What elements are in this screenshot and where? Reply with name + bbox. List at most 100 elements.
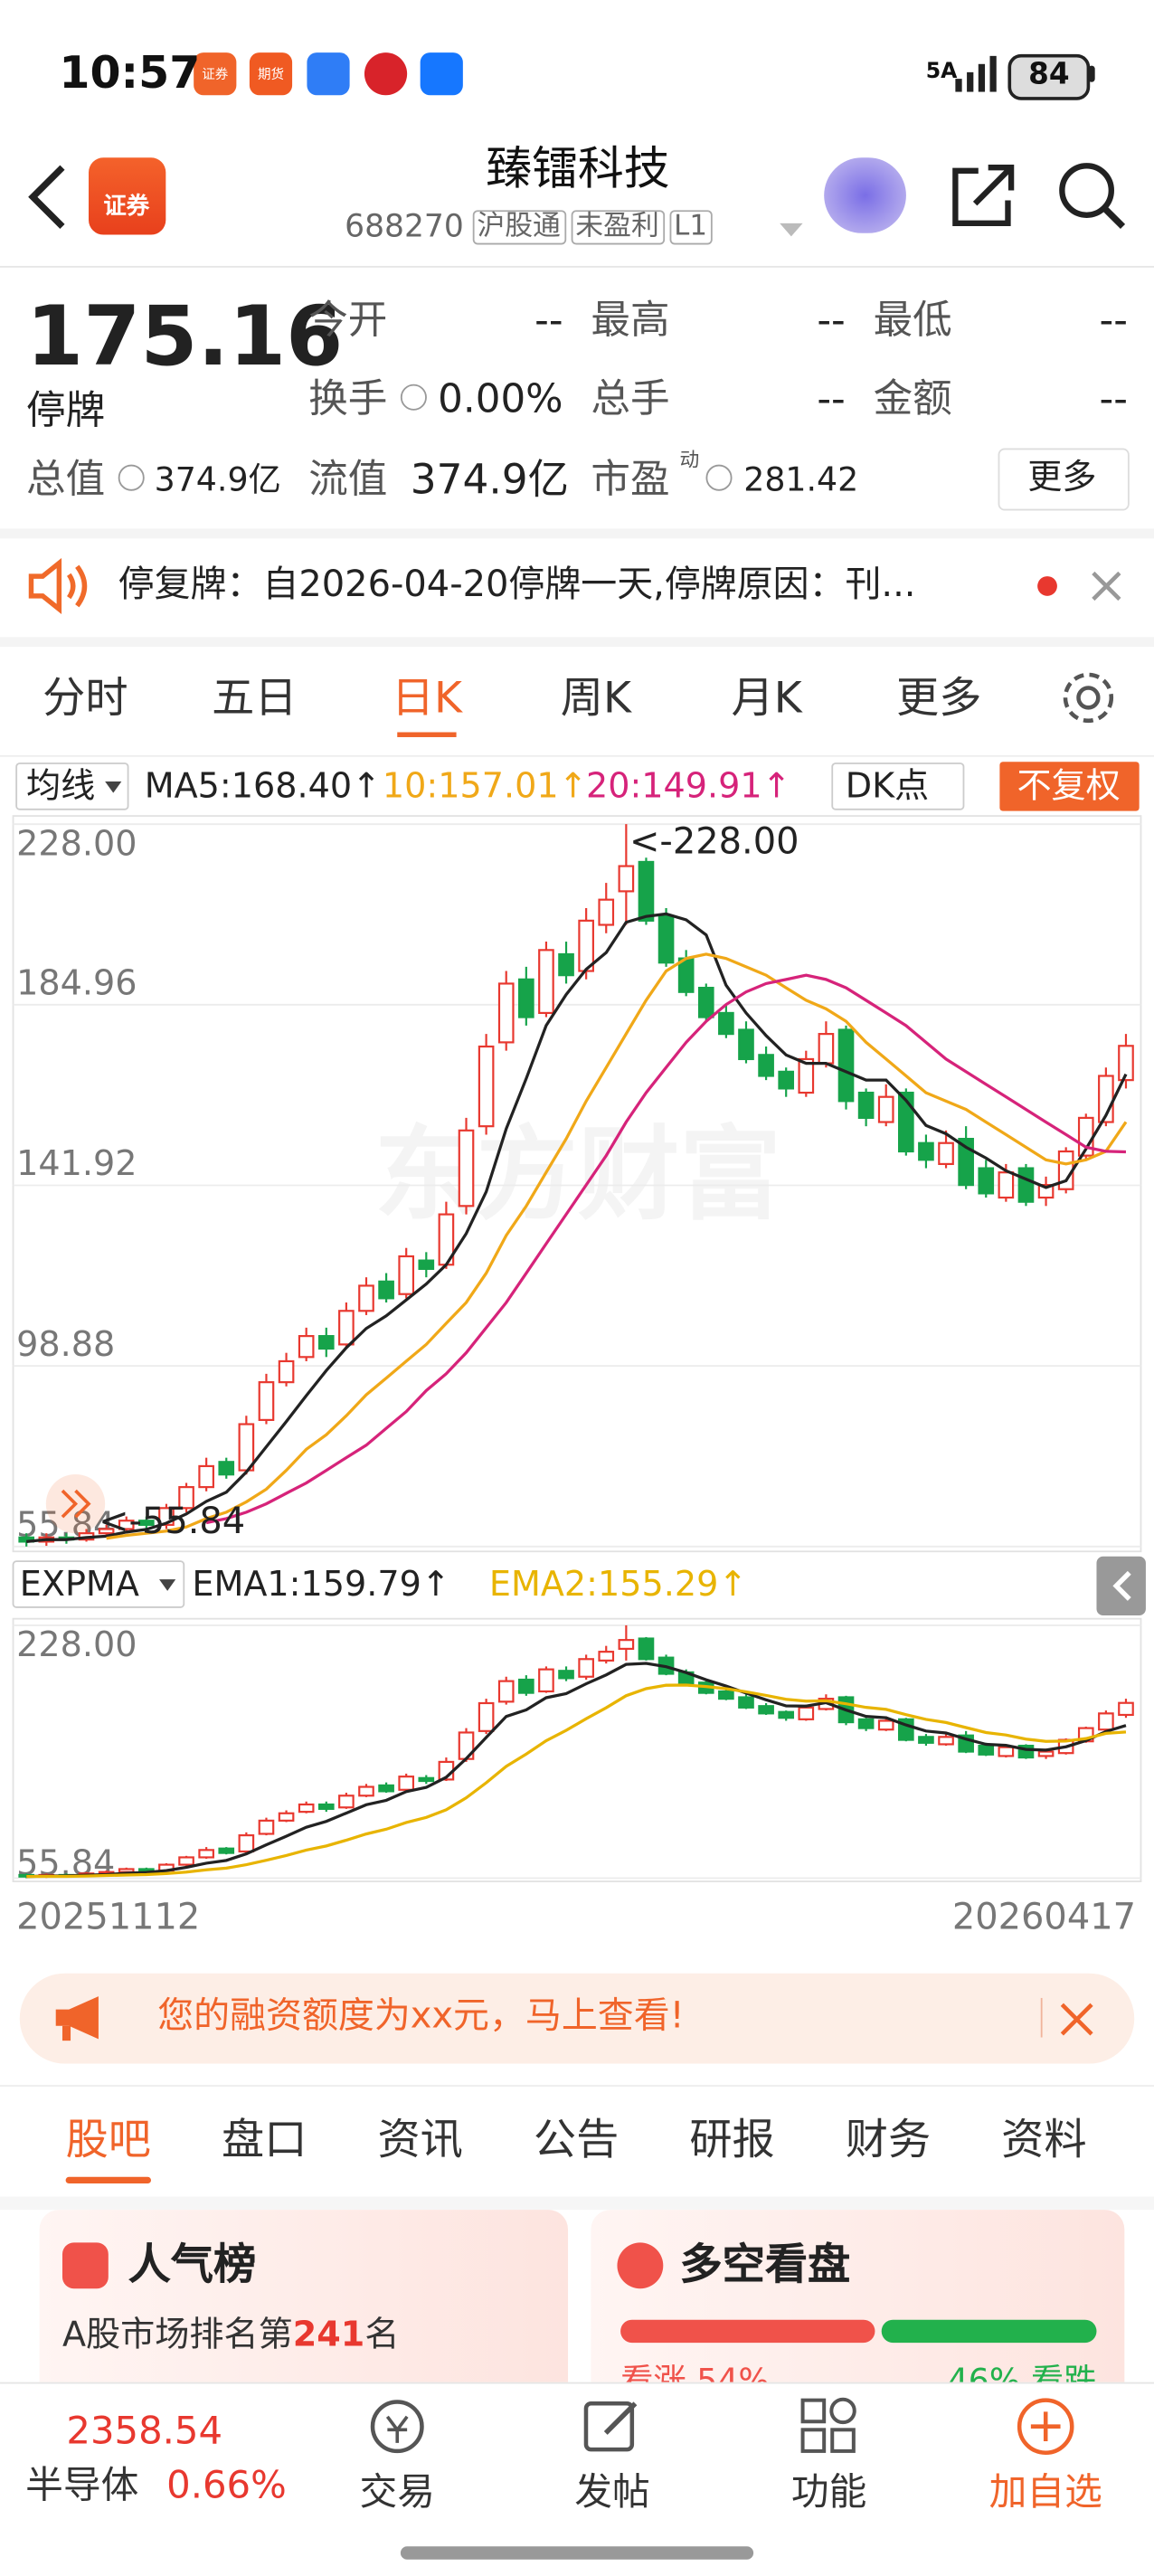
stock-tag: 未盈利 bbox=[570, 210, 665, 245]
main-body bbox=[857, 1091, 875, 1119]
nav-item[interactable]: 交易 bbox=[359, 2471, 435, 2514]
indicator-body bbox=[378, 1784, 394, 1793]
share-button[interactable] bbox=[949, 161, 1021, 230]
index-value: 2358.54 bbox=[66, 2410, 223, 2454]
post-icon[interactable] bbox=[580, 2393, 646, 2459]
section-tab[interactable]: 资讯 bbox=[377, 2116, 463, 2166]
main-body bbox=[837, 1028, 855, 1103]
legend-entry: EMA2:155.29↑ bbox=[489, 1564, 747, 1604]
main-body bbox=[877, 1095, 894, 1123]
info-icon[interactable] bbox=[705, 464, 733, 491]
clock: 10:57 bbox=[59, 48, 201, 99]
add-icon[interactable] bbox=[1013, 2393, 1079, 2459]
nav-item[interactable]: 发帖 bbox=[574, 2471, 650, 2514]
dk-button: DK点 bbox=[846, 766, 929, 806]
y-tick-label: 228.00 bbox=[16, 823, 137, 863]
signal-icon bbox=[955, 55, 997, 92]
indicator-body bbox=[758, 1705, 774, 1715]
sentiment-card[interactable] bbox=[591, 2210, 1125, 2407]
section-tab[interactable]: 财务 bbox=[845, 2116, 932, 2166]
selector-frame[interactable] bbox=[15, 762, 129, 810]
search-button[interactable] bbox=[1057, 161, 1130, 233]
period-tab[interactable]: 五日 bbox=[212, 674, 298, 724]
ad-text[interactable]: 您的融资额度为xx元，马上查看! bbox=[157, 1996, 685, 2038]
more-button[interactable]: 更多 bbox=[1027, 457, 1097, 497]
dk-frame[interactable] bbox=[831, 762, 965, 810]
main-body bbox=[758, 1054, 774, 1077]
main-body bbox=[677, 957, 695, 993]
indicator-body bbox=[598, 1651, 615, 1662]
section-tab[interactable]: 盘口 bbox=[222, 2116, 307, 2166]
legend-entry: MA5:168.40↑ bbox=[145, 766, 381, 806]
back-button[interactable] bbox=[23, 161, 71, 233]
indicator-body bbox=[578, 1658, 594, 1678]
field-label: 今开 bbox=[308, 297, 388, 344]
field-value: 0.00% bbox=[438, 375, 563, 422]
main-body bbox=[258, 1381, 275, 1421]
assistant-icon[interactable] bbox=[824, 157, 906, 233]
settings-button[interactable] bbox=[1059, 668, 1118, 727]
period-tab[interactable]: 月K bbox=[731, 674, 802, 724]
period-tab[interactable]: 周K bbox=[560, 674, 631, 724]
main-body bbox=[697, 986, 714, 1018]
indicator-body bbox=[178, 1856, 194, 1866]
info-icon[interactable] bbox=[118, 464, 145, 491]
section-tab[interactable]: 研报 bbox=[689, 2116, 775, 2166]
section-tab[interactable]: 股吧 bbox=[65, 2116, 152, 2166]
close-button[interactable] bbox=[1090, 570, 1122, 602]
high-annotation: <-228.00 bbox=[629, 820, 799, 862]
info-icon[interactable] bbox=[400, 384, 427, 411]
ma-selector: 均线 bbox=[26, 766, 95, 806]
main-body bbox=[558, 952, 574, 977]
app-icon bbox=[364, 52, 408, 96]
ma-line bbox=[26, 1683, 1127, 1879]
rank-rank-prefix: A股市场排名第 bbox=[61, 2315, 293, 2354]
main-body bbox=[458, 1129, 475, 1208]
main-body bbox=[538, 949, 554, 1015]
legend-entry: EMA1:159.79↑ bbox=[192, 1564, 449, 1604]
indicator-body bbox=[618, 1639, 635, 1650]
field-label: 最低 bbox=[873, 297, 952, 344]
selector-caret bbox=[159, 1579, 176, 1591]
main-body bbox=[898, 1091, 914, 1153]
nav-item[interactable]: 加自选 bbox=[988, 2471, 1102, 2514]
ad-banner[interactable] bbox=[19, 1973, 1135, 2064]
app-icon bbox=[194, 52, 237, 96]
divider bbox=[0, 2196, 1154, 2211]
kline-chart: 均线 DK点 不复权 EXPMA 东方财富 228.00 184.96 141.92 98.88… bbox=[12, 762, 1146, 1937]
divider bbox=[1040, 1997, 1043, 2038]
index-name: 半导体 bbox=[25, 2465, 139, 2508]
period-tab[interactable]: 更多 bbox=[896, 674, 982, 724]
battery bbox=[1007, 53, 1091, 100]
period-tab[interactable]: 日K bbox=[391, 674, 463, 724]
main-body bbox=[338, 1310, 355, 1346]
main-body bbox=[818, 1033, 835, 1065]
function-icon[interactable] bbox=[796, 2393, 862, 2459]
trade-icon[interactable] bbox=[364, 2393, 430, 2459]
period-tab[interactable]: 分时 bbox=[43, 674, 128, 724]
popularity-card[interactable] bbox=[39, 2210, 569, 2407]
field-label: 最高 bbox=[591, 297, 670, 344]
main-body bbox=[778, 1070, 795, 1090]
section-tab[interactable]: 公告 bbox=[533, 2116, 620, 2166]
indicator-frame bbox=[12, 1617, 1142, 1882]
section-tab[interactable]: 资料 bbox=[1001, 2116, 1087, 2166]
nav-item[interactable]: 功能 bbox=[790, 2471, 867, 2514]
indicator-selector-frame[interactable] bbox=[12, 1560, 185, 1608]
bear-bar bbox=[880, 2319, 1097, 2344]
main-body bbox=[497, 982, 515, 1044]
adjust-frame[interactable] bbox=[999, 762, 1140, 811]
main-body bbox=[718, 1011, 734, 1036]
close-button[interactable] bbox=[1059, 2002, 1095, 2038]
main-body bbox=[478, 1045, 495, 1128]
more-button-frame[interactable] bbox=[998, 448, 1130, 511]
collapse-tab[interactable] bbox=[1096, 1556, 1146, 1616]
field-label: 流值 bbox=[308, 456, 388, 503]
indicator-body bbox=[338, 1795, 355, 1809]
indicator-body bbox=[638, 1637, 655, 1661]
main-body bbox=[598, 898, 615, 926]
trade-status: 停牌 bbox=[26, 387, 106, 434]
indicator-body bbox=[317, 1803, 335, 1810]
ma-line bbox=[106, 952, 1128, 1540]
